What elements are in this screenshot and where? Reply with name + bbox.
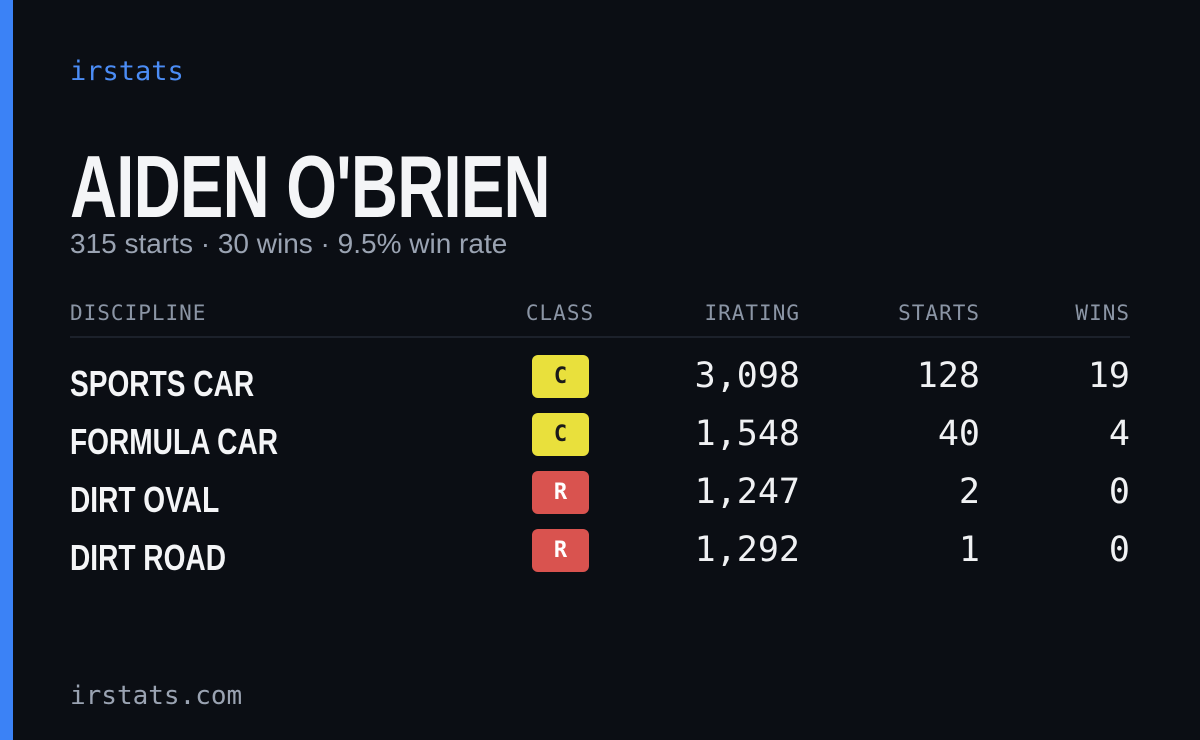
table-cell: 128: [916, 356, 980, 396]
table-cell: 40: [937, 414, 980, 454]
table-cell: 2: [958, 472, 980, 512]
table-cell: 1: [958, 530, 980, 570]
class-badge: C: [532, 413, 589, 456]
table-cell: 3,098: [694, 356, 800, 396]
driver-name: AIDEN O'BRIEN: [70, 137, 551, 236]
summary: 315 starts · 30 wins · 9.5% win rate: [70, 228, 508, 259]
discipline: DIRT OVAL: [70, 479, 220, 520]
discipline: SPORTS CAR: [70, 363, 255, 404]
column-header: DISCIPLINE: [70, 301, 207, 325]
brand: irstats: [70, 56, 184, 87]
divider: [70, 336, 1130, 338]
column-header: WINS: [1075, 301, 1130, 325]
class-badge: R: [532, 471, 589, 514]
table-cell: 1,292: [694, 530, 800, 570]
column-header: IRATING: [704, 301, 800, 325]
table-cell: 4: [1108, 414, 1130, 454]
table-cell: 0: [1108, 472, 1130, 512]
table-cell: 1,247: [694, 472, 800, 512]
table-cell: 19: [1087, 356, 1130, 396]
table-cell: 1,548: [694, 414, 800, 454]
discipline: FORMULA CAR: [70, 421, 278, 462]
accent-bar: [0, 0, 13, 740]
class-badge: C: [532, 355, 589, 398]
column-header: CLASS: [525, 301, 595, 325]
footer-url: irstats.com: [70, 681, 243, 711]
column-header: STARTS: [898, 301, 980, 325]
table-cell: 0: [1108, 530, 1130, 570]
discipline: DIRT ROAD: [70, 537, 226, 578]
class-badge: R: [532, 529, 589, 572]
